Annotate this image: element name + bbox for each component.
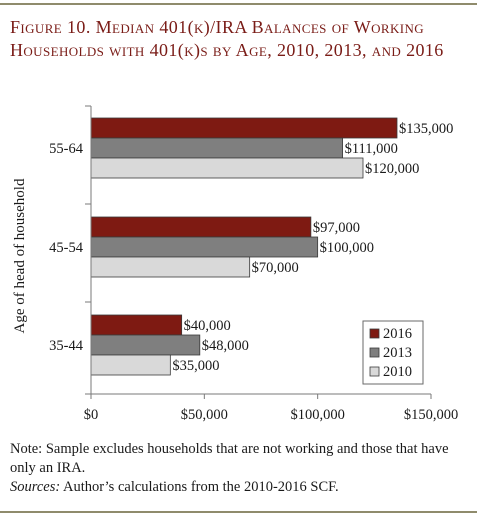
data-label: $100,000 bbox=[320, 240, 374, 256]
y-tick-label: 35-44 bbox=[49, 338, 84, 354]
labels-layer: $135,000$111,000 $120,000 $97,000 $100,000 $… bbox=[172, 121, 453, 374]
bar-chart: 55-64 45-54 35-44 $0 $50,000 $100,000 $150,000… bbox=[12, 105, 458, 423]
y-axis-title: Age of head of household bbox=[12, 178, 28, 333]
bar-45-54-2013 bbox=[90, 236, 319, 258]
legend: 2016 2013 2010 bbox=[362, 320, 424, 385]
data-label: $70,000 bbox=[252, 260, 299, 276]
data-label: $135,000 bbox=[399, 121, 453, 137]
data-label: $111,000 bbox=[345, 141, 398, 157]
note-text: Note: Sample excludes households that ar… bbox=[10, 441, 449, 476]
bar-35-44-2016 bbox=[90, 314, 183, 336]
y-tick-label: 45-54 bbox=[49, 240, 84, 256]
legend-label-2016: 2016 bbox=[383, 326, 412, 342]
legend-swatch-2016 bbox=[369, 328, 380, 339]
y-tick-label: 55-64 bbox=[49, 141, 84, 157]
data-label: $97,000 bbox=[313, 220, 360, 236]
figure-notes: Note: Sample excludes households that ar… bbox=[10, 440, 472, 497]
legend-label-2013: 2013 bbox=[383, 345, 412, 361]
figure-title: Figure 10. Median 401(k)/IRA Balances of… bbox=[10, 17, 444, 60]
bar-55-64-2013 bbox=[90, 137, 344, 159]
bar-45-54-2016 bbox=[90, 216, 312, 238]
top-rule bbox=[0, 3, 477, 5]
bar-35-44-2013 bbox=[90, 334, 201, 356]
bottom-rule bbox=[0, 511, 477, 513]
data-label: $35,000 bbox=[172, 358, 219, 374]
bars-layer bbox=[90, 117, 398, 376]
bar-35-44-2010 bbox=[90, 354, 171, 376]
x-tick-label: $50,000 bbox=[181, 407, 228, 423]
data-label: $48,000 bbox=[202, 338, 249, 354]
sources-line: Sources: Author’s calculations from the … bbox=[10, 478, 472, 497]
sources-text: Author’s calculations from the 2010-2016… bbox=[60, 479, 339, 495]
x-tick-label: $100,000 bbox=[290, 407, 344, 423]
bar-55-64-2010 bbox=[90, 157, 364, 179]
bar-45-54-2010 bbox=[90, 256, 251, 278]
x-tick-label: $150,000 bbox=[404, 407, 458, 423]
sources-label: Sources: bbox=[10, 479, 61, 495]
axis-layer: 55-64 45-54 35-44 $0 $50,000 $100,000 $150,000… bbox=[12, 105, 458, 423]
x-tick-label: $0 bbox=[84, 407, 99, 423]
legend-swatch-2013 bbox=[369, 347, 380, 358]
bar-55-64-2016 bbox=[90, 117, 398, 139]
data-label: $120,000 bbox=[365, 161, 419, 177]
data-label: $40,000 bbox=[184, 318, 231, 334]
legend-swatch-2010 bbox=[369, 366, 380, 377]
legend-label-2010: 2010 bbox=[383, 364, 412, 380]
